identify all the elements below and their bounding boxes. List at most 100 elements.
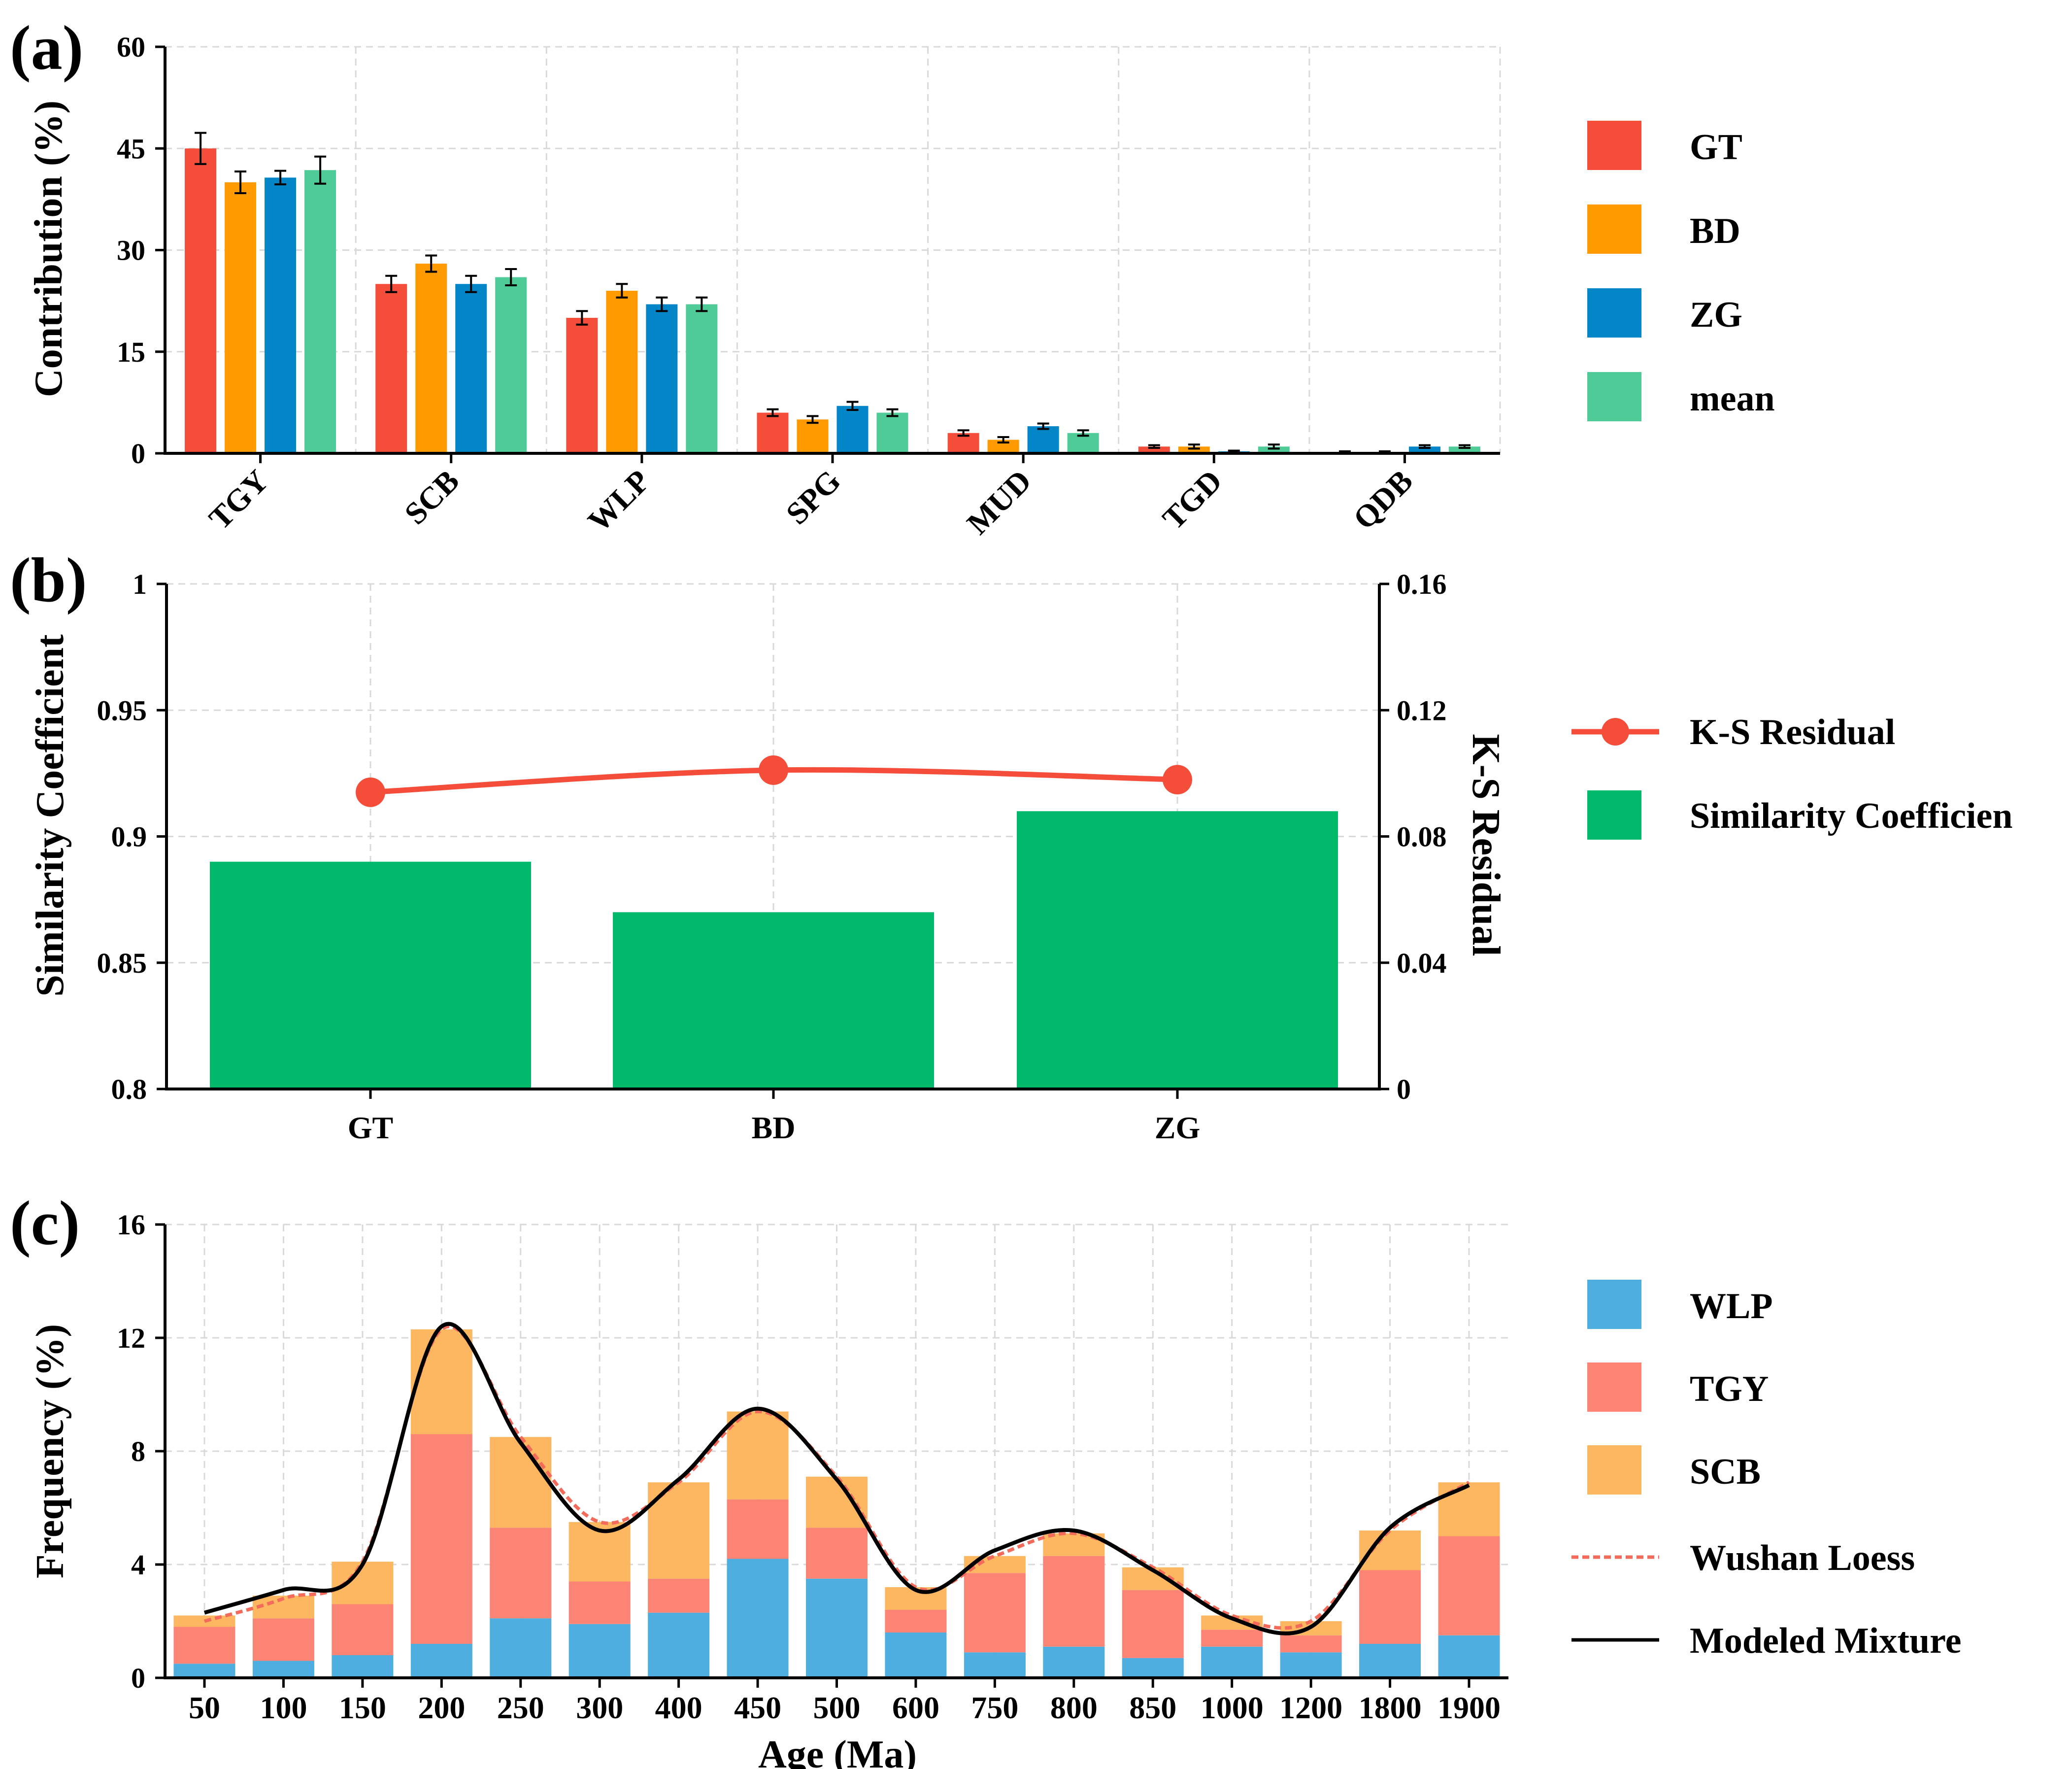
a-bar-ZG-SCB [455,284,487,453]
c-legend-swatch-WLP [1587,1280,1641,1329]
c-x-tick-label: 500 [813,1690,861,1725]
a-legend-swatch-ZG [1587,288,1641,338]
c-bar-WLP-50 [173,1664,235,1678]
a-x-tick-label: TGD [1156,463,1229,536]
a-legend-swatch-GT [1587,121,1641,170]
c-bar-TGY-750 [964,1573,1026,1653]
c-y-tick-label: 4 [131,1549,145,1581]
panel-a-label: (a) [10,13,83,83]
a-y-tick-label: 60 [117,31,145,63]
c-x-tick-label: 300 [576,1690,623,1725]
panel-c: (c) 0 4 8 12 16 50 100 150 200 250 300 400 450 500 60… [10,1188,1961,1769]
b-line-point-ZG [1163,765,1192,795]
b-line-point-BD [759,755,788,785]
c-bar-WLP-1200 [1280,1652,1342,1678]
a-bar-mean-QDB [1448,446,1480,453]
c-y-tick-label: 12 [117,1322,145,1354]
a-bar-GT-WLP [566,318,598,453]
a-bar-ZG-MUD [1027,426,1059,453]
c-x-tick-label: 800 [1050,1690,1098,1725]
c-bar-TGY-50 [173,1627,235,1664]
c-bar-WLP-800 [1043,1646,1105,1678]
c-x-tick-label: 1000 [1201,1690,1264,1725]
a-bar-mean-WLP [686,304,718,453]
c-bar-SCB-500 [806,1476,868,1528]
c-x-tick-label: 400 [655,1690,702,1725]
b-y-tick-label-left: 0.95 [97,694,147,726]
a-bar-mean-TGY [304,170,336,453]
a-bar-BD-TGY [225,182,257,453]
b-y-axis-label-left: Similarity Coefficient [29,634,72,997]
c-bar-TGY-150 [332,1604,394,1655]
c-y-tick-label: 16 [117,1209,145,1241]
c-bar-WLP-200 [410,1644,472,1678]
c-bar-WLP-150 [332,1655,394,1678]
c-y-tick-label: 0 [131,1662,145,1694]
a-x-tick-label: MUD [960,463,1038,541]
c-bar-TGY-800 [1043,1556,1105,1647]
c-bar-TGY-1900 [1438,1536,1500,1635]
c-x-tick-label: 200 [418,1690,465,1725]
b-y-tick-label-left: 0.85 [97,947,147,979]
a-legend-label-mean: mean [1690,378,1775,419]
b-legend-marker [1602,718,1629,746]
c-bar-WLP-750 [964,1652,1026,1678]
c-legend-label-TGY: TGY [1690,1369,1769,1409]
a-x-tick-label: WLP [581,463,656,539]
a-bar-mean-SPG [876,412,908,453]
a-bar-mean-SCB [495,277,527,453]
b-y-tick-label-right: 0.08 [1397,821,1447,853]
a-bar-ZG-WLP [646,304,678,453]
c-bar-WLP-100 [252,1661,314,1678]
c-bar-WLP-1000 [1201,1646,1263,1678]
c-legend-label-WLP: WLP [1690,1286,1773,1327]
b-y-tick-label-left: 1 [133,568,147,600]
a-bar-BD-WLP [606,291,638,453]
c-bar-WLP-850 [1122,1658,1184,1678]
a-y-tick-label: 30 [117,235,145,267]
c-bar-SCB-1900 [1438,1482,1500,1536]
a-bar-ZG-SPG [836,406,869,453]
c-bar-TGY-400 [648,1578,710,1613]
a-y-tick-label: 0 [131,438,145,470]
c-bar-WLP-400 [648,1612,710,1678]
c-bar-SCB-450 [727,1411,789,1499]
a-bar-GT-TGD [1138,446,1170,453]
c-legend-swatch-SCB [1587,1445,1641,1495]
b-line-point-GT [356,777,385,807]
a-bar-ZG-TGY [265,177,297,453]
c-bar-TGY-450 [727,1499,789,1559]
a-x-tick-label: TGY [202,463,275,536]
b-legend-label-similarity: Similarity Coefficien [1690,796,2013,836]
a-x-tick-label: QDB [1346,463,1419,536]
c-bar-TGY-600 [885,1610,947,1633]
b-y-axis-label-right: K-S Residual [1464,734,1507,956]
c-bar-WLP-450 [727,1559,789,1678]
a-bar-GT-SCB [375,284,407,453]
c-x-tick-label: 50 [189,1690,220,1725]
c-x-tick-label: 750 [971,1690,1018,1725]
c-bar-WLP-1900 [1438,1635,1500,1678]
b-bar-ZG [1017,811,1338,1089]
c-y-tick-label: 8 [131,1435,145,1467]
c-bar-TGY-1200 [1280,1635,1342,1653]
a-y-tick-label: 15 [117,336,145,368]
b-bar-BD [613,912,934,1089]
a-legend-label-BD: BD [1690,211,1740,251]
b-x-tick-label: GT [348,1110,393,1145]
b-y-tick-label-left: 0.9 [111,821,147,853]
c-x-tick-label: 150 [339,1690,386,1725]
c-bar-SCB-150 [332,1562,394,1604]
panel-c-label: (c) [10,1188,80,1258]
c-bar-WLP-500 [806,1578,868,1678]
panel-b-label: (b) [10,545,87,615]
c-bar-TGY-1000 [1201,1630,1263,1647]
a-y-tick-label: 45 [117,133,145,165]
c-bar-WLP-1800 [1359,1644,1421,1678]
a-legend-swatch-mean [1587,372,1641,421]
c-bar-WLP-600 [885,1633,947,1678]
c-x-tick-label: 600 [892,1690,939,1725]
panel-a: (a) 0 15 30 45 60 TGY SCB WLP SPG MUD TGD QDB Cont… [10,13,1775,541]
a-x-tick-label: SPG [779,463,847,531]
